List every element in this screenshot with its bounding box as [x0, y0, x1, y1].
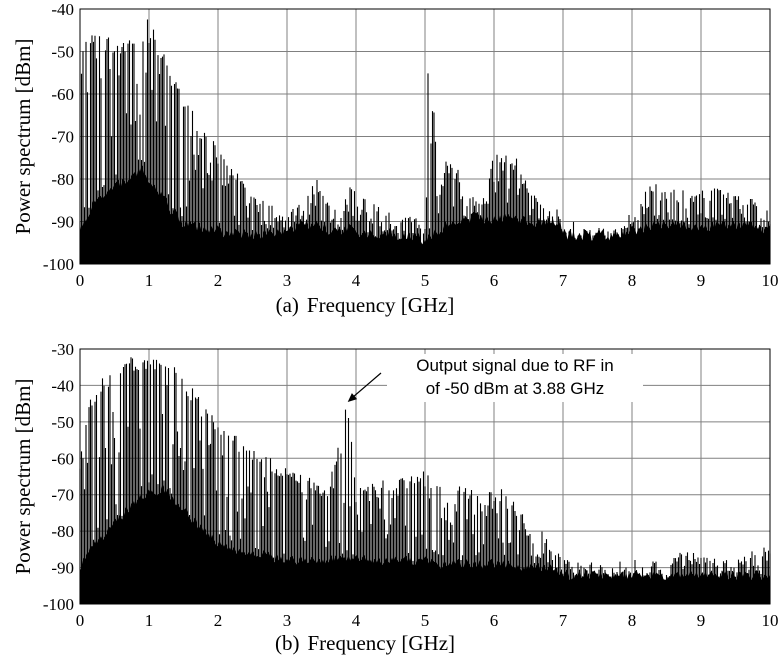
- panel-a-ytick-label: -40: [51, 0, 74, 19]
- panel-b-xticks: 0 1 2 3 4 5 6 7 8 9 10: [76, 611, 779, 630]
- annotation-background: [387, 354, 643, 402]
- panel-b-xtick-label: 8: [628, 611, 637, 630]
- panel-a-ytick-label: -90: [51, 213, 74, 232]
- panel-a-y-axis-label: Power spectrum [dBm]: [11, 39, 35, 235]
- panel-b-frame: [79, 348, 771, 605]
- panel-b-xtick-label: 0: [76, 611, 85, 630]
- panel-a-ytick-label: -50: [51, 43, 74, 62]
- panel-a-ytick-label: -80: [51, 170, 74, 189]
- panel-a-ytick-label: -60: [51, 85, 74, 104]
- panel-b-xtick-label: 10: [762, 611, 779, 630]
- panel-a-xtick-label: 2: [214, 271, 223, 290]
- panel-b-ytick-label: -40: [51, 376, 74, 395]
- panel-a-xtick-label: 10: [762, 271, 779, 290]
- panel-a-x-axis-label: (a) Frequency [GHz]: [276, 293, 455, 317]
- panel-b-xtick-label: 3: [283, 611, 292, 630]
- panel-a-xtick-label: 3: [283, 271, 292, 290]
- panel-b-ytick-label: -100: [43, 595, 74, 614]
- panel-a-xtick-label: 0: [76, 271, 85, 290]
- panel-a-xtick-label: 4: [352, 271, 361, 290]
- annotation-arrow: [350, 372, 382, 400]
- panel-b-xtick-label: 7: [559, 611, 568, 630]
- panel-b-ytick-label: -70: [51, 486, 74, 505]
- panel-a-ytick-label: -70: [51, 128, 74, 147]
- panel-b-annotation: Output signal due to RF in of -50 dBm at…: [347, 354, 643, 402]
- panel-a-xtick-label: 5: [421, 271, 430, 290]
- panel-b-xtick-label: 9: [697, 611, 706, 630]
- panel-a-frame: [79, 8, 771, 265]
- panel-b: -30 -40 -50 -60 -70 -80 -90 -100 0 1 2 3 4 5 6 7 8 9 10 P…: [11, 340, 779, 655]
- panel-b-yticks: -30 -40 -50 -60 -70 -80 -90 -100: [43, 340, 74, 614]
- panel-b-ytick-label: -80: [51, 522, 74, 541]
- panel-b-x-axis-title: Frequency [GHz]: [307, 631, 455, 655]
- panel-b-label: (b): [275, 631, 300, 655]
- panel-a-xticks: 0 1 2 3 4 5 6 7 8 9 10: [76, 271, 779, 290]
- panel-b-xtick-label: 2: [214, 611, 223, 630]
- annotation-text-line-1: Output signal due to RF in: [416, 356, 614, 375]
- panel-a-xtick-label: 7: [559, 271, 568, 290]
- panel-b-ytick-label: -60: [51, 449, 74, 468]
- panel-b-xtick-label: 1: [145, 611, 154, 630]
- panel-b-ytick-label: -30: [51, 340, 74, 359]
- panel-b-y-axis-label: Power spectrum [dBm]: [11, 379, 35, 575]
- panel-a-xtick-label: 6: [490, 271, 499, 290]
- panel-b-x-axis-label: (b) Frequency [GHz]: [275, 631, 455, 655]
- panel-b-ytick-label: -50: [51, 413, 74, 432]
- panel-a-xtick-label: 8: [628, 271, 637, 290]
- panel-a-ytick-label: -100: [43, 255, 74, 274]
- panel-a-x-axis-title: Frequency [GHz]: [307, 293, 455, 317]
- panel-a-xtick-label: 9: [697, 271, 706, 290]
- panel-b-xtick-label: 6: [490, 611, 499, 630]
- panel-b-xtick-label: 4: [352, 611, 361, 630]
- annotation-text-line-2: of -50 dBm at 3.88 GHz: [426, 379, 605, 398]
- annotation-arrowhead: [347, 393, 358, 402]
- panel-a-yticks: -40 -50 -60 -70 -80 -90 -100: [43, 0, 74, 274]
- panel-a: -40 -50 -60 -70 -80 -90 -100 0 1 2 3 4 5 6 7 8 9 10 Powe…: [11, 0, 779, 317]
- panel-b-spectrum-floor: [80, 483, 770, 604]
- panel-b-ytick-label: -90: [51, 559, 74, 578]
- panel-a-spectrum-floor: [80, 164, 770, 264]
- panel-a-xtick-label: 1: [145, 271, 154, 290]
- panel-b-xtick-label: 5: [421, 611, 430, 630]
- panel-a-label: (a): [276, 293, 299, 317]
